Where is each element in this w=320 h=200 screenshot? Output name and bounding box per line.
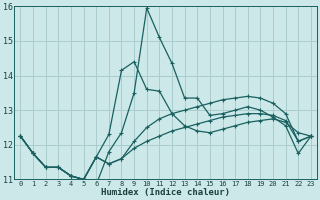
X-axis label: Humidex (Indice chaleur): Humidex (Indice chaleur) xyxy=(101,188,230,197)
